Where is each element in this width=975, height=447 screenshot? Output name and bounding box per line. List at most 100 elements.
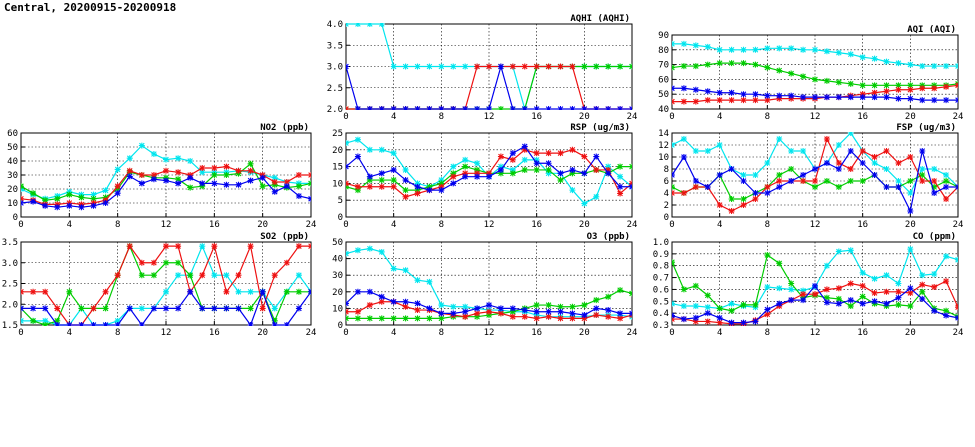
data-point (692, 148, 699, 154)
data-point (247, 160, 254, 167)
data-point (114, 272, 121, 279)
data-point (402, 106, 409, 110)
x-tick-label: 4 (717, 112, 722, 122)
x-tick-label: 4 (717, 220, 722, 230)
x-tick-label: 16 (857, 328, 868, 338)
y-tick-label: 0 (13, 213, 18, 223)
data-point (593, 193, 600, 200)
data-point (835, 49, 842, 56)
data-point (354, 106, 361, 110)
x-tick-label: 4 (67, 328, 72, 338)
data-point (883, 88, 890, 95)
data-point (414, 190, 421, 197)
data-point (728, 166, 735, 172)
data-point (402, 315, 409, 322)
data-point (871, 275, 878, 282)
data-point (692, 282, 699, 289)
data-point (680, 85, 687, 92)
data-point (716, 142, 723, 148)
data-point (835, 300, 842, 307)
x-tick-label: 16 (531, 112, 542, 122)
x-tick-label: 4 (67, 220, 72, 230)
data-point (474, 160, 481, 167)
data-point (704, 304, 711, 311)
data-point (545, 150, 552, 157)
data-point (126, 167, 133, 174)
data-point (354, 247, 361, 254)
y-tick-label: 90 (658, 31, 669, 41)
data-point (617, 287, 624, 294)
y-tick-label: 2.5 (2, 280, 18, 290)
data-point (895, 184, 902, 190)
data-point (295, 272, 302, 279)
y-tick-label: 3.0 (2, 259, 18, 269)
data-point (199, 180, 206, 187)
data-point (557, 315, 564, 322)
data-point (308, 243, 311, 250)
data-point (931, 63, 938, 70)
data-point (672, 40, 675, 47)
data-point (931, 178, 938, 184)
y-tick-label: 0.6 (653, 285, 669, 295)
series-blue (346, 288, 632, 319)
data-point (704, 292, 711, 299)
data-point (740, 172, 747, 178)
data-point (557, 170, 564, 177)
panel-no2: 0 4 8 12 16 20 24 0 10 20 30 40 50 60 NO2 (ppb) (7, 123, 316, 230)
data-point (402, 177, 409, 184)
x-tick-label: 12 (161, 328, 172, 338)
data-point (462, 303, 469, 310)
y-tick-label: 3.5 (2, 238, 18, 248)
data-point (557, 150, 564, 157)
data-point (42, 322, 49, 326)
y-tick-label: 3.5 (327, 41, 343, 51)
data-point (163, 167, 169, 174)
x-tick-label: 12 (810, 112, 821, 122)
data-point (199, 272, 206, 279)
data-point (704, 148, 711, 154)
data-point (605, 313, 612, 320)
data-point (426, 63, 433, 70)
y-tick-label: 14 (658, 129, 669, 139)
data-point (402, 267, 409, 274)
x-tick-label: 0 (669, 220, 674, 230)
data-point (211, 172, 218, 178)
data-point (378, 106, 385, 110)
data-point (871, 82, 878, 89)
y-tick-label: 0.4 (653, 309, 669, 319)
data-point (354, 187, 361, 194)
data-point (728, 46, 735, 53)
data-point (871, 289, 878, 296)
data-point (692, 63, 699, 70)
data-point (21, 288, 24, 295)
data-point (895, 288, 902, 295)
data-point (557, 106, 564, 110)
data-point (30, 317, 37, 324)
x-tick-label: 20 (579, 328, 590, 338)
data-point (943, 97, 950, 104)
y-tick-label: 0.9 (653, 250, 669, 260)
x-tick-label: 12 (810, 220, 821, 230)
data-point (740, 46, 747, 53)
data-point (486, 63, 492, 70)
data-point (438, 315, 445, 322)
data-point (187, 288, 194, 295)
y-tick-label: 50 (332, 238, 343, 248)
data-point (497, 310, 504, 317)
data-point (533, 302, 540, 309)
data-point (283, 322, 290, 326)
data-point (895, 280, 902, 287)
data-point (704, 88, 711, 95)
data-point (42, 288, 49, 295)
data-point (593, 312, 600, 319)
data-point (402, 63, 409, 70)
y-tick-label: 10 (332, 179, 343, 189)
data-point (895, 294, 902, 301)
data-point (605, 307, 612, 314)
data-point (21, 305, 24, 312)
data-point (438, 310, 445, 317)
data-point (533, 106, 540, 110)
data-point (617, 315, 624, 322)
y-tick-label: 0.8 (653, 262, 669, 272)
data-point (943, 253, 950, 260)
